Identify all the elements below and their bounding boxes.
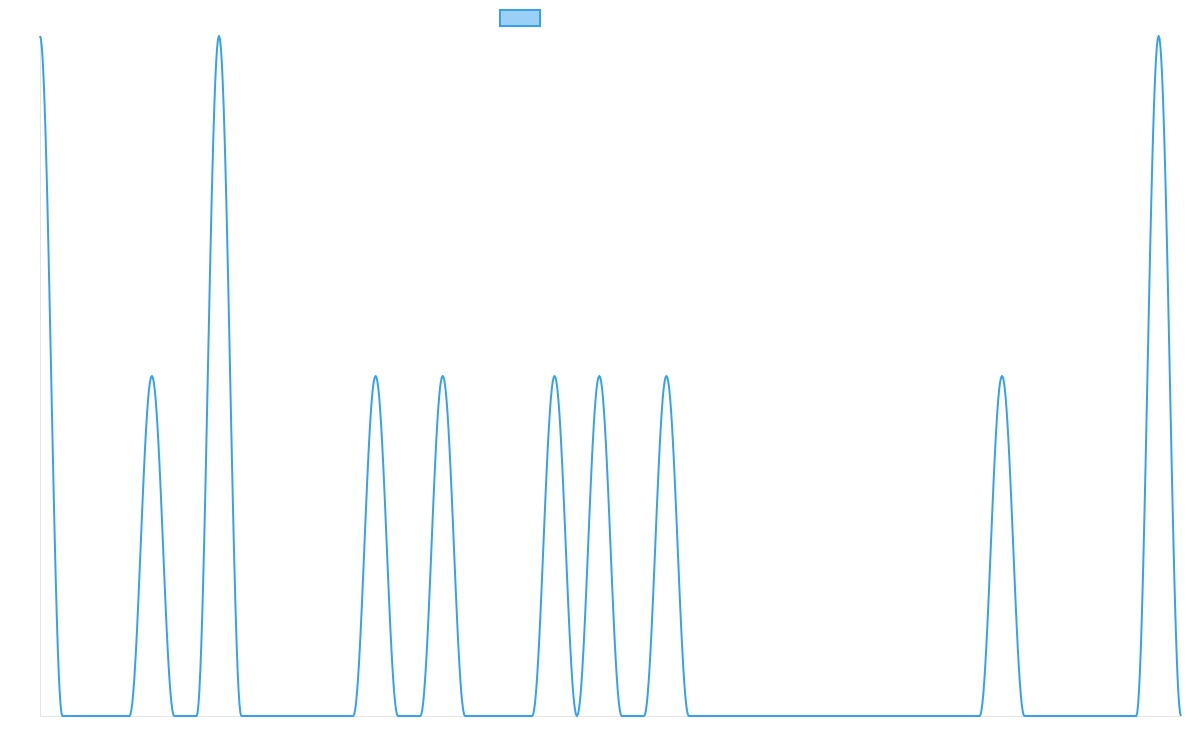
data-point bbox=[1021, 713, 1027, 719]
data-point bbox=[1089, 713, 1095, 719]
data-point bbox=[663, 373, 669, 379]
data-point bbox=[305, 713, 311, 719]
data-point bbox=[417, 713, 423, 719]
data-point bbox=[1066, 713, 1072, 719]
data-point bbox=[999, 373, 1005, 379]
data-point bbox=[1044, 713, 1050, 719]
data-point bbox=[529, 713, 535, 719]
data-point bbox=[1156, 33, 1162, 39]
chart-legend bbox=[499, 9, 541, 27]
data-point bbox=[865, 713, 871, 719]
data-point bbox=[216, 33, 222, 39]
data-point bbox=[350, 713, 356, 719]
data-point bbox=[37, 33, 43, 39]
data-point bbox=[126, 713, 132, 719]
data-point bbox=[552, 373, 558, 379]
data-point bbox=[194, 713, 200, 719]
data-point bbox=[59, 713, 65, 719]
data-point bbox=[596, 373, 602, 379]
data-point bbox=[238, 713, 244, 719]
data-point bbox=[910, 713, 916, 719]
data-point bbox=[686, 713, 692, 719]
data-point bbox=[484, 713, 490, 719]
data-point bbox=[641, 713, 647, 719]
data-point bbox=[775, 713, 781, 719]
data-point bbox=[708, 713, 714, 719]
data-point bbox=[954, 713, 960, 719]
data-point bbox=[328, 713, 334, 719]
data-point bbox=[820, 713, 826, 719]
data-point bbox=[1133, 713, 1139, 719]
data-point bbox=[507, 713, 513, 719]
data-point bbox=[619, 713, 625, 719]
data-point bbox=[887, 713, 893, 719]
data-point bbox=[104, 713, 110, 719]
data-point bbox=[171, 713, 177, 719]
data-point bbox=[440, 373, 446, 379]
data-point bbox=[1178, 713, 1184, 719]
data-point bbox=[261, 713, 267, 719]
data-point bbox=[149, 373, 155, 379]
data-point bbox=[842, 713, 848, 719]
data-point bbox=[395, 713, 401, 719]
data-point bbox=[932, 713, 938, 719]
data-point bbox=[82, 713, 88, 719]
data-point bbox=[574, 713, 580, 719]
legend-swatch bbox=[499, 9, 541, 27]
series-line bbox=[39, 35, 1182, 717]
data-point bbox=[462, 713, 468, 719]
data-point bbox=[283, 713, 289, 719]
series-points bbox=[37, 33, 1184, 719]
data-point bbox=[1111, 713, 1117, 719]
chart-axes bbox=[40, 36, 1181, 717]
data-point bbox=[977, 713, 983, 719]
data-point bbox=[798, 713, 804, 719]
data-point bbox=[373, 373, 379, 379]
data-point bbox=[731, 713, 737, 719]
data-point bbox=[753, 713, 759, 719]
